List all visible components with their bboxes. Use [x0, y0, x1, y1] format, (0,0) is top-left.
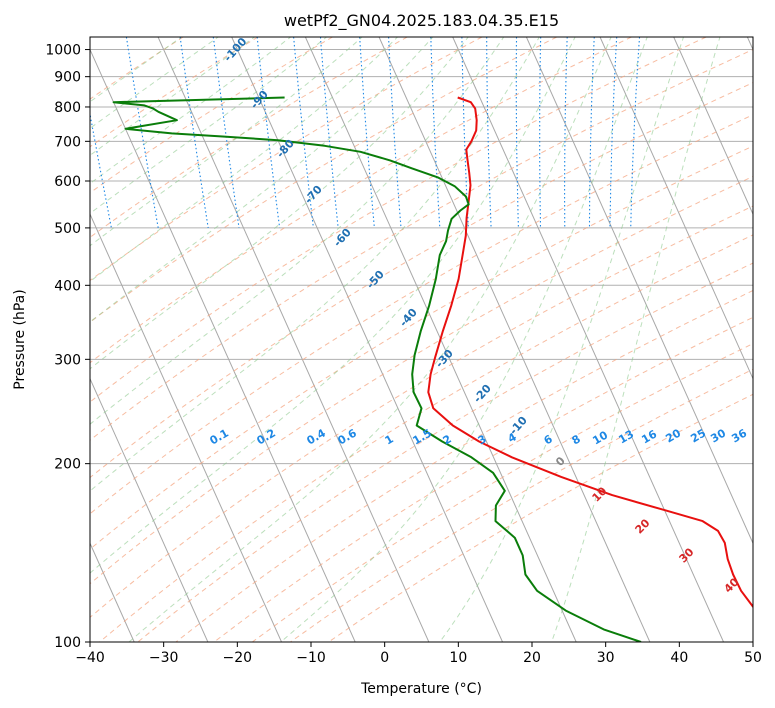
- isotherm-line: [90, 212, 282, 642]
- x-tick-label: 30: [597, 650, 615, 666]
- y-tick-label: 1000: [45, 43, 81, 59]
- x-tick-label: 50: [744, 650, 762, 666]
- y-tick-label: 300: [54, 352, 81, 368]
- y-tick-label: 400: [54, 278, 81, 294]
- dry-adiabat-line: [90, 37, 632, 364]
- dry-adiabat-line: [290, 368, 753, 642]
- x-tick-label: −40: [75, 650, 105, 666]
- isotherm-line: [90, 377, 209, 642]
- dry-adiabat-line: [252, 343, 753, 642]
- y-axis-title: Pressure (hPa): [12, 289, 28, 389]
- moist-adiabat-line: [90, 37, 363, 247]
- moist-adiabat-line: [128, 37, 612, 642]
- y-tick-label: 100: [54, 635, 81, 651]
- moist-adiabat-line: [90, 37, 183, 103]
- x-tick-label: 0: [380, 650, 389, 666]
- moist-adiabat-line: [280, 37, 648, 642]
- isotherm-line: [452, 37, 724, 642]
- y-tick-label: 500: [54, 221, 81, 237]
- x-tick-label: −10: [296, 650, 326, 666]
- isotherm-line: [157, 37, 430, 642]
- mixing-ratio-line: [212, 37, 240, 228]
- dry-adiabat-line: [90, 37, 184, 100]
- x-axis-title: Temperature (°C): [360, 681, 482, 697]
- moist-adiabat-line: [90, 37, 328, 215]
- dry-adiabat-line: [90, 37, 408, 238]
- temperature-profile-line: [427, 96, 753, 609]
- guide-lines-layer: [90, 37, 753, 642]
- dry-adiabat-line: [137, 262, 753, 642]
- moist-adiabat-line: [90, 37, 434, 323]
- isotherm-line: [599, 37, 753, 380]
- dry-adiabat-line: [90, 205, 753, 618]
- isotherm-line: [378, 37, 651, 642]
- x-tick-label: −30: [149, 650, 179, 666]
- dewpoint-profile-line: [112, 96, 642, 642]
- dry-adiabat-line: [90, 37, 483, 282]
- moist-adiabat-line: [90, 37, 540, 492]
- dry-adiabat-line: [90, 114, 753, 515]
- dry-adiabat-line: [90, 145, 753, 550]
- isotherm-line: [525, 37, 753, 545]
- y-tick-label: 700: [54, 134, 81, 150]
- moist-adiabat-line: [90, 37, 469, 370]
- isotherm-line: [90, 48, 356, 642]
- isotherm-line: [673, 37, 753, 216]
- y-tick-label: 200: [54, 457, 81, 473]
- y-tick-label: 600: [54, 174, 81, 190]
- isotherm-line: [231, 37, 503, 642]
- moist-adiabat-line: [90, 37, 576, 574]
- dry-adiabat-line: [90, 37, 557, 323]
- moist-adiabat-line: [439, 37, 685, 642]
- y-axis: 100 200 300 400 500 600 700 800 900 1000: [45, 43, 90, 651]
- mixing-ratio-line: [319, 37, 339, 228]
- dry-adiabat-line: [213, 316, 753, 642]
- x-tick-label: 20: [523, 650, 541, 666]
- x-tick-label: 40: [670, 650, 688, 666]
- dry-adiabat-line: [328, 393, 753, 642]
- moist-adiabat-line: [90, 37, 220, 129]
- chart-title: wetPf2_GN04.2025.183.04.35.E15: [284, 11, 559, 31]
- y-tick-label: 900: [54, 70, 81, 86]
- plot-frame: [89, 36, 754, 643]
- x-axis: −40 −30 −20 −10 0 10 20 30 40 50: [75, 642, 762, 666]
- mixing-ratio-line: [293, 37, 314, 228]
- dry-adiabat-line: [90, 175, 753, 585]
- y-tick-label: 800: [54, 100, 81, 116]
- mixing-ratio-line: [256, 37, 281, 228]
- dry-adiabat-line: [90, 49, 753, 441]
- moist-adiabat-line: [90, 37, 505, 425]
- mixing-ratio-line: [179, 37, 209, 228]
- x-tick-label: 10: [449, 650, 467, 666]
- dry-adiabat-line: [90, 37, 333, 194]
- x-tick-label: −20: [223, 650, 253, 666]
- series-layer: [112, 96, 753, 642]
